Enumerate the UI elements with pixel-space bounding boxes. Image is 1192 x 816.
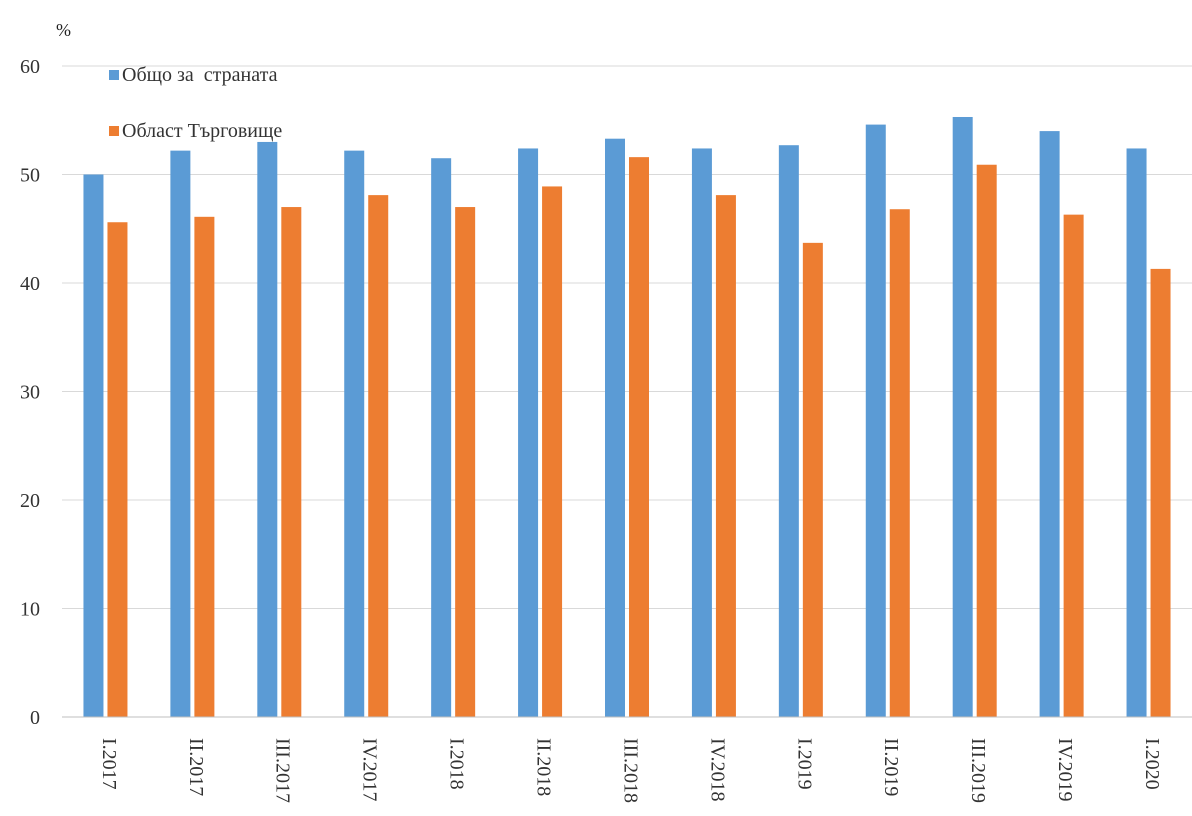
- bar-national-III.2018: [605, 138, 625, 717]
- bar-national-I.2018: [431, 158, 452, 718]
- x-tick-label: IV.2018: [706, 738, 728, 802]
- bar-national-IV.2019: [1039, 131, 1060, 718]
- y-tick-label: 60: [20, 56, 40, 78]
- bar-targovishte-II.2019: [889, 209, 910, 717]
- bar-targovishte-I.2018: [455, 207, 476, 718]
- gridlines: [62, 65, 1192, 609]
- bar-national-III.2019: [952, 116, 973, 718]
- bar-targovishte-III.2018: [629, 157, 649, 717]
- bar-national-IV.2018: [691, 148, 712, 717]
- x-tick-label: II.2019: [880, 738, 902, 796]
- x-tick-label: III.2017: [272, 738, 294, 803]
- y-tick-label: 40: [20, 273, 40, 295]
- y-tick-label: 10: [20, 599, 40, 621]
- bars: [83, 116, 1171, 718]
- bar-national-II.2017: [170, 150, 191, 717]
- x-tick-label: II.2018: [532, 738, 554, 796]
- legend-swatch: [109, 126, 119, 136]
- bar-targovishte-IV.2018: [715, 195, 736, 718]
- bar-targovishte-I.2020: [1150, 268, 1171, 717]
- y-tick-label: 20: [20, 490, 40, 512]
- x-tick-label: I.2018: [446, 738, 468, 790]
- bar-national-II.2018: [518, 148, 539, 717]
- bar-targovishte-II.2018: [542, 186, 563, 717]
- legend-swatch: [109, 70, 119, 80]
- bar-targovishte-I.2017: [107, 222, 128, 718]
- x-tick-label: IV.2017: [359, 738, 381, 802]
- y-axis-unit-label: %: [56, 20, 71, 40]
- bar-targovishte-IV.2019: [1063, 214, 1084, 717]
- bar-national-II.2019: [865, 124, 886, 718]
- bar-national-I.2017: [83, 174, 104, 717]
- x-tick-label: I.2019: [793, 738, 815, 790]
- x-tick-label: III.2018: [619, 738, 641, 803]
- y-tick-label: 30: [20, 382, 40, 404]
- x-tick-label: IV.2019: [1054, 738, 1076, 802]
- x-tick-label: III.2019: [967, 738, 989, 803]
- x-tick-label: I.2020: [1141, 738, 1163, 790]
- x-tick-label: II.2017: [185, 738, 207, 796]
- bar-national-IV.2017: [344, 150, 365, 717]
- x-tick-label: I.2017: [98, 738, 120, 790]
- axes: 0 10 20 30 40 50 60 I.2017 II.2017 III.2017 IV.201…: [20, 56, 1192, 803]
- bar-national-I.2019: [778, 145, 799, 717]
- bar-targovishte-III.2019: [976, 164, 997, 718]
- legend-label: Общо за страната: [122, 64, 278, 86]
- bar-targovishte-I.2019: [802, 242, 823, 718]
- bar-targovishte-III.2017: [281, 207, 302, 718]
- bar-national-I.2020: [1126, 148, 1147, 717]
- legend: Общо за страната Област Търговище: [109, 64, 282, 142]
- y-tick-label: 0: [30, 707, 40, 729]
- y-tick-label: 50: [20, 165, 40, 187]
- bar-national-III.2017: [257, 141, 278, 717]
- bar-targovishte-IV.2017: [368, 195, 389, 718]
- bar-targovishte-II.2017: [194, 216, 215, 717]
- legend-label: Област Търговище: [122, 120, 282, 142]
